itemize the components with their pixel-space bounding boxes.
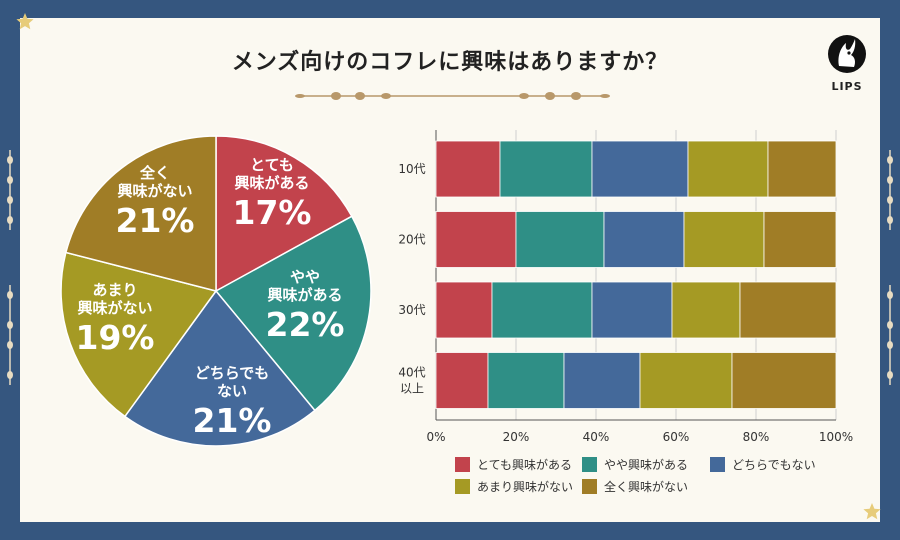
- legend-swatch-4: [582, 479, 597, 494]
- divider-dot-1: [331, 92, 341, 100]
- right-ornament-a-dot-1: [887, 176, 893, 184]
- bar-segment-2-2: [591, 281, 673, 339]
- bar-segment-1-1: [515, 211, 605, 268]
- x-tick-label-2: 40%: [583, 430, 610, 444]
- pie-slice-label-3: あまり興味がない: [77, 281, 152, 317]
- x-tick-label-3: 60%: [663, 430, 690, 444]
- x-tick-label-5: 100%: [819, 430, 853, 444]
- bar-segment-0-2: [591, 140, 689, 198]
- left-ornament-a-dot-1: [7, 176, 13, 184]
- lips-logo-icon: [828, 35, 866, 73]
- x-tick-label-0: 0%: [426, 430, 445, 444]
- legend-swatch-0: [455, 457, 470, 472]
- category-label-0: 10代: [398, 162, 425, 176]
- pie-slice-label-2: どちらでもない: [195, 364, 270, 400]
- pie-slice-percent-1: 22%: [266, 305, 345, 344]
- legend-swatch-1: [582, 457, 597, 472]
- bar-segment-2-4: [739, 281, 837, 339]
- divider-dot-0: [295, 94, 305, 98]
- pie-slice-percent-3: 19%: [76, 318, 155, 357]
- bar-segment-2-1: [491, 281, 593, 339]
- bar-segment-3-3: [639, 352, 733, 409]
- right-ornament-b-dot-2: [887, 341, 893, 349]
- legend-label-1: やや興味がある: [604, 457, 688, 472]
- bar-segment-3-2: [563, 352, 641, 409]
- bar-segment-1-4: [763, 211, 837, 268]
- x-tick-label-1: 20%: [503, 430, 530, 444]
- category-label-1: 20代: [398, 233, 425, 247]
- left-ornament-a-dot-3: [7, 216, 13, 224]
- left-ornament-a-dot-0: [7, 156, 13, 164]
- star-icon-bottom-right: [863, 503, 881, 520]
- pie-slice-percent-0: 17%: [233, 193, 312, 232]
- x-tick-label-4: 80%: [743, 430, 770, 444]
- right-ornament-a-dot-3: [887, 216, 893, 224]
- bar-segment-0-0: [435, 140, 501, 198]
- divider-dot-4: [519, 93, 529, 99]
- left-ornament-a-dot-2: [7, 196, 13, 204]
- pie-slice-label-0: とても興味がある: [234, 156, 309, 192]
- bar-segment-3-0: [435, 352, 489, 409]
- legend-swatch-2: [710, 457, 725, 472]
- bar-segment-0-3: [687, 140, 769, 198]
- right-ornament-b-dot-1: [887, 321, 893, 329]
- divider-dot-3: [381, 93, 391, 99]
- pie-slice-0: [215, 135, 353, 293]
- star-icon-top-left: [16, 13, 34, 30]
- right-ornament-b-dot-0: [887, 291, 893, 299]
- pie-slice-percent-2: 21%: [193, 401, 272, 440]
- right-ornament-a-dot-0: [887, 156, 893, 164]
- legend-swatch-3: [455, 479, 470, 494]
- page-title: メンズ向けのコフレに興味はありますか？: [231, 50, 669, 75]
- divider-dot-5: [545, 92, 555, 100]
- bar-segment-3-4: [731, 352, 837, 409]
- logo-text: LIPS: [831, 80, 863, 93]
- pie-slice-1: [214, 215, 372, 412]
- pie-slice-3: [60, 251, 218, 418]
- bar-segment-0-1: [499, 140, 593, 198]
- pie-slice-label-4: 全く興味がない: [117, 164, 192, 200]
- pie-slice-2: [123, 289, 316, 447]
- pie-slice-label-1: やや興味がある: [267, 268, 342, 304]
- category-label-2: 30代: [398, 303, 425, 317]
- bar-segment-0-4: [767, 140, 837, 198]
- bar-segment-3-1: [487, 352, 565, 409]
- bar-segment-1-0: [435, 211, 517, 268]
- left-ornament-b-dot-0: [7, 291, 13, 299]
- left-ornament-b-dot-1: [7, 321, 13, 329]
- bar-segment-2-0: [435, 281, 493, 339]
- bar-segment-1-3: [683, 211, 765, 268]
- left-ornament-b-dot-3: [7, 371, 13, 379]
- legend-label-0: とても興味がある: [477, 457, 572, 472]
- right-ornament-a-dot-2: [887, 196, 893, 204]
- divider-dot-2: [355, 92, 365, 100]
- category-label-3: 40代以上: [398, 366, 425, 396]
- divider-dot-7: [600, 94, 610, 98]
- bar-segment-2-3: [671, 281, 741, 339]
- pie-slice-percent-4: 21%: [116, 201, 195, 240]
- legend-label-4: 全く興味がない: [604, 479, 688, 494]
- right-ornament-b-dot-3: [887, 371, 893, 379]
- pie-slice-4: [64, 135, 217, 292]
- legend-label-2: どちらでもない: [732, 458, 816, 472]
- legend-label-3: あまり興味がない: [477, 479, 573, 494]
- divider-dot-6: [571, 92, 581, 100]
- left-ornament-b-dot-2: [7, 341, 13, 349]
- bar-segment-1-2: [603, 211, 685, 268]
